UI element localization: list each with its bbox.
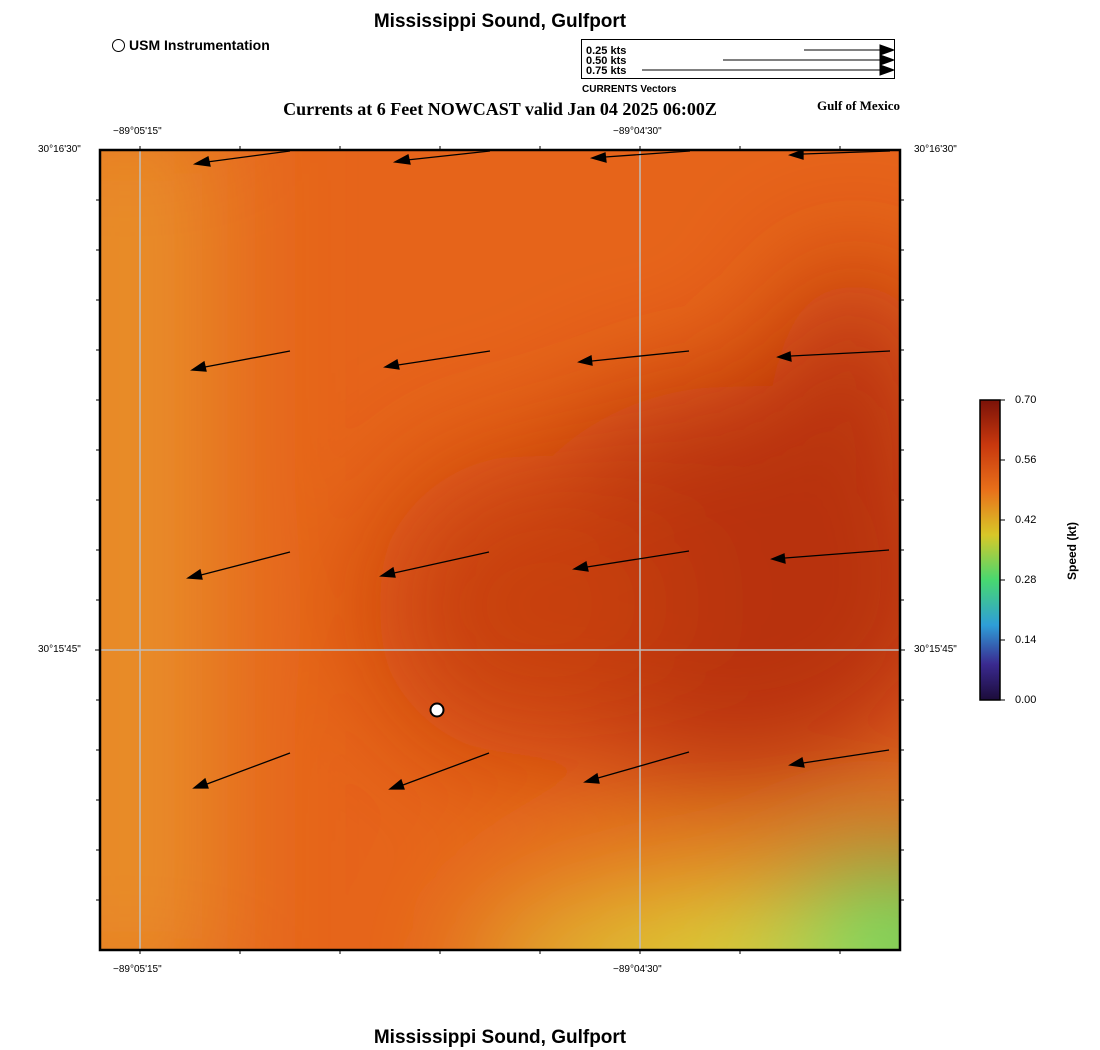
lat-label-right: 30°16'30" bbox=[914, 144, 957, 155]
region-label: Gulf of Mexico bbox=[816, 98, 900, 113]
lon-label-top: −89°04'30" bbox=[613, 126, 662, 137]
current-vectors bbox=[186, 150, 891, 790]
colorbar-tick-label: 0.70 bbox=[1015, 394, 1037, 406]
vector-scale-label: 0.75 kts bbox=[586, 65, 627, 77]
vector-scale-label: 0.50 kts bbox=[586, 55, 627, 67]
vector-scale-legend: 0.25 kts 0.50 kts 0.75 kts bbox=[581, 39, 895, 79]
lon-label-bottom: −89°04'30" bbox=[613, 964, 662, 975]
speed-colorbar bbox=[979, 399, 1005, 701]
lat-label-right: 30°15'45" bbox=[914, 644, 957, 655]
colorbar-tick-label: 0.28 bbox=[1015, 574, 1037, 586]
map-footer-title: Mississippi Sound, Gulfport bbox=[373, 1027, 627, 1048]
station-legend-circle-icon bbox=[112, 38, 125, 52]
station-legend: USM Instrumentation bbox=[112, 37, 270, 53]
station-legend-label: USM Instrumentation bbox=[129, 37, 270, 53]
lon-label-bottom: −89°05'15" bbox=[113, 964, 162, 975]
colorbar-tick-label: 0.00 bbox=[1015, 694, 1037, 706]
current-speed-map bbox=[95, 146, 905, 954]
vector-scale-label: 0.25 kts bbox=[586, 45, 627, 57]
colorbar-title: Speed (kt) bbox=[1065, 522, 1079, 581]
colorbar-tick-label: 0.42 bbox=[1015, 514, 1037, 526]
map-subtitle: Currents at 6 Feet NOWCAST valid Jan 04 … bbox=[283, 99, 717, 119]
colorbar-tick-label: 0.56 bbox=[1015, 454, 1037, 466]
vector-scale-title: CURRENTS Vectors bbox=[582, 84, 677, 95]
station-marker-icon[interactable] bbox=[429, 702, 445, 718]
lat-label-left: 30°16'30" bbox=[38, 144, 81, 155]
vector-scale-arrows bbox=[642, 44, 894, 76]
lon-label-top: −89°05'15" bbox=[113, 126, 162, 137]
lat-label-left: 30°15'45" bbox=[38, 644, 81, 655]
colorbar-tick-label: 0.14 bbox=[1015, 634, 1037, 646]
map-title: Mississippi Sound, Gulfport bbox=[373, 11, 627, 32]
